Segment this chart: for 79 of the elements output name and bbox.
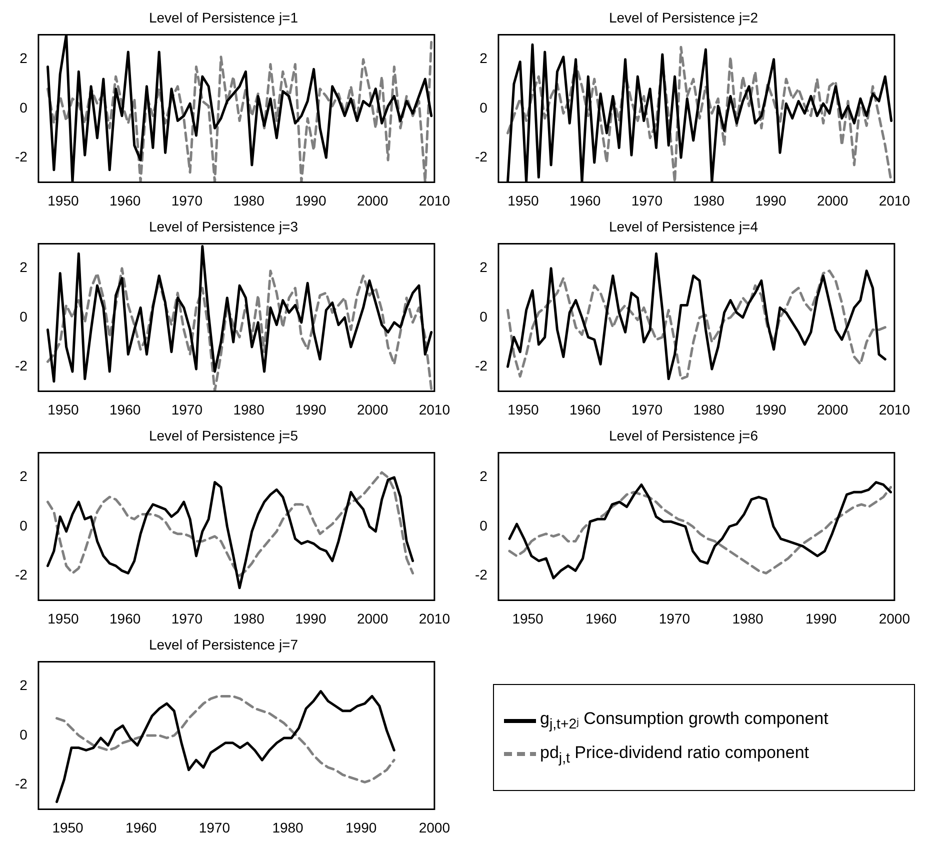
x-tick-label: 2010 xyxy=(418,610,450,626)
x-tick-label: 2010 xyxy=(418,401,450,418)
y-tick-label: 2 xyxy=(480,259,488,276)
chart-title: Level of Persistence j=2 xyxy=(608,9,758,26)
x-tick-label: 1950 xyxy=(508,401,539,418)
x-tick-label: 1980 xyxy=(693,192,725,208)
y-tick-label: -2 xyxy=(474,566,488,582)
x-tick-label: 1980 xyxy=(272,819,304,836)
y-tick-label: -2 xyxy=(14,566,28,582)
x-tick-label: 1950 xyxy=(512,610,544,626)
line-series xyxy=(46,267,433,392)
x-tick-label: 1960 xyxy=(586,610,617,626)
x-tick-label: 1970 xyxy=(171,401,203,418)
x-tick-label: 1970 xyxy=(631,401,663,418)
line-series xyxy=(56,694,396,784)
chart-title: Level of Persistence j=7 xyxy=(148,636,298,652)
x-tick-label: 1990 xyxy=(295,610,326,626)
y-tick-label: 0 xyxy=(20,726,28,742)
chart-title: Level of Persistence j=1 xyxy=(148,9,298,26)
x-tick-label: 1990 xyxy=(295,401,326,418)
y-tick-label: 2 xyxy=(20,677,28,694)
x-tick-label: 1990 xyxy=(806,610,837,626)
x-tick-label: 1950 xyxy=(52,819,84,836)
y-tick-label: -2 xyxy=(14,148,28,164)
y-tick-label: 0 xyxy=(480,99,488,116)
x-tick-label: 1990 xyxy=(755,401,786,418)
x-tick-label: 1970 xyxy=(171,610,203,626)
x-tick-label: 1980 xyxy=(732,610,764,626)
y-tick-label: 0 xyxy=(20,308,28,324)
y-tick-label: 0 xyxy=(480,517,488,534)
x-tick-label: 2000 xyxy=(816,401,848,418)
x-tick-label: 1980 xyxy=(233,192,265,208)
y-tick-label: -2 xyxy=(14,357,28,374)
y-tick-label: -2 xyxy=(14,775,28,792)
x-tick-label: 1960 xyxy=(569,401,601,418)
x-tick-label: 2000 xyxy=(418,819,450,836)
x-tick-label: 1980 xyxy=(233,610,265,626)
x-tick-label: 2010 xyxy=(878,401,910,418)
x-tick-label: 2000 xyxy=(356,192,388,208)
x-tick-label: 1990 xyxy=(346,819,377,836)
y-tick-label: 0 xyxy=(20,517,28,534)
y-tick-label: 2 xyxy=(480,50,488,66)
x-tick-label: 2010 xyxy=(878,192,910,208)
x-tick-label: 1960 xyxy=(109,192,141,208)
x-tick-label: 1970 xyxy=(631,192,663,208)
x-tick-label: 2000 xyxy=(878,610,910,626)
x-tick-label: 2000 xyxy=(356,610,388,626)
y-tick-label: 2 xyxy=(20,468,28,484)
y-tick-label: -2 xyxy=(474,148,488,164)
x-tick-label: 1980 xyxy=(693,401,725,418)
x-tick-label: 1960 xyxy=(569,192,601,208)
x-tick-label: 1960 xyxy=(126,819,157,836)
x-tick-label: 1970 xyxy=(171,192,203,208)
x-tick-label: 1950 xyxy=(48,610,79,626)
x-tick-label: 1970 xyxy=(658,610,690,626)
x-tick-label: 1950 xyxy=(508,192,539,208)
x-tick-label: 1950 xyxy=(48,192,79,208)
y-tick-label: 0 xyxy=(20,99,28,116)
y-tick-label: 2 xyxy=(480,468,488,484)
y-tick-label: -2 xyxy=(474,357,488,374)
x-tick-label: 1960 xyxy=(109,401,141,418)
chart-title: Level of Persistence j=6 xyxy=(608,427,758,444)
x-tick-label: 1990 xyxy=(295,192,326,208)
x-tick-label: 1970 xyxy=(198,819,230,836)
x-tick-label: 2010 xyxy=(418,192,450,208)
y-tick-label: 0 xyxy=(480,308,488,324)
chart-title: Level of Persistence j=3 xyxy=(148,218,298,234)
chart-title: Level of Persistence j=4 xyxy=(608,218,758,234)
y-tick-label: 2 xyxy=(20,259,28,276)
x-tick-label: 1960 xyxy=(109,610,141,626)
legend-label: pd$_{j,t}$ Price-dividend ratio component xyxy=(540,742,810,766)
y-tick-label: 2 xyxy=(20,50,28,66)
x-tick-label: 1980 xyxy=(233,401,265,418)
x-tick-label: 2000 xyxy=(816,192,848,208)
x-tick-label: 1950 xyxy=(48,401,79,418)
chart-title: Level of Persistence j=5 xyxy=(148,427,298,444)
x-tick-label: 1990 xyxy=(755,192,786,208)
x-tick-label: 2000 xyxy=(356,401,388,418)
legend-label: g$_{j,t+2ʲ}$ Consumption growth component xyxy=(540,709,828,732)
